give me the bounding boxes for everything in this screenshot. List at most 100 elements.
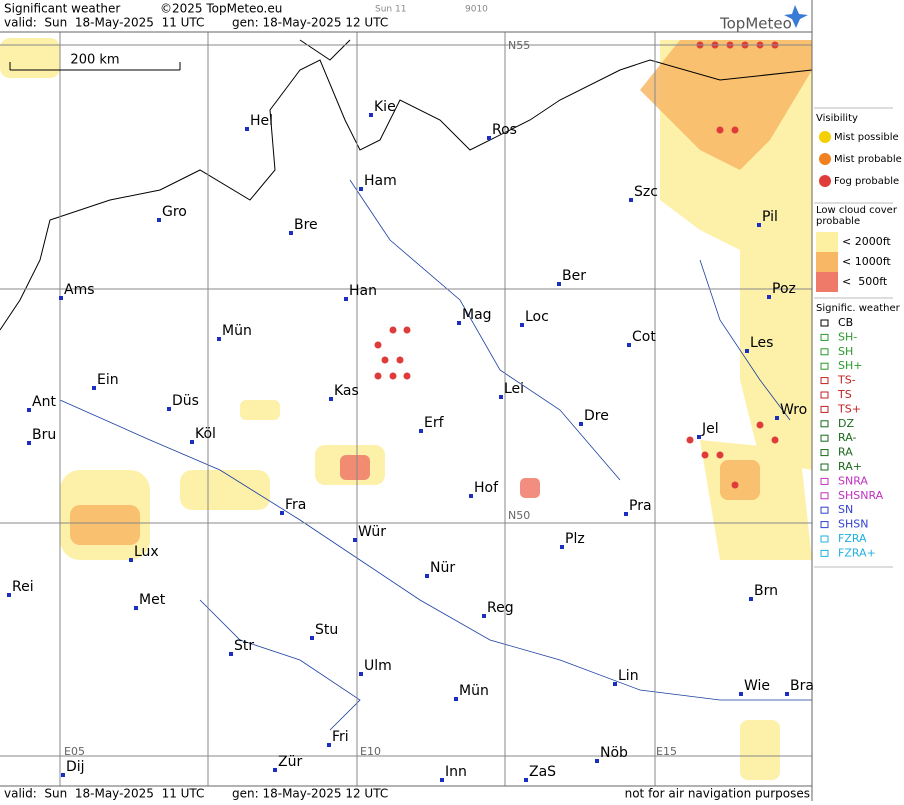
city-marker	[457, 321, 461, 325]
city-marker	[329, 397, 333, 401]
footer-valid: valid: Sun 18-May-2025 11 UTC	[4, 787, 204, 801]
city-marker	[157, 218, 161, 222]
city-label: Szc	[634, 184, 658, 200]
city-label: Jel	[701, 421, 719, 437]
legend-title: Visibility	[816, 113, 858, 124]
city-label: Fra	[285, 497, 306, 513]
code: 9010	[465, 5, 488, 15]
legend-swatch	[816, 272, 838, 292]
city-label: Kas	[334, 383, 359, 399]
city-label: Kie	[374, 99, 396, 115]
city-marker	[353, 538, 357, 542]
legend-label: < 1000ft	[842, 255, 891, 268]
legend-symbol	[820, 521, 829, 529]
legend-symbol	[820, 492, 829, 500]
title: Significant weather	[4, 2, 120, 16]
city-marker	[757, 223, 761, 227]
legend-swatch	[816, 252, 838, 272]
city-label: Düs	[172, 393, 199, 409]
city-marker	[749, 597, 753, 601]
city-label: Wro	[780, 402, 807, 418]
legend-label: TS	[837, 388, 852, 401]
legend-label: TS-	[837, 374, 856, 387]
city-label: Bru	[32, 427, 56, 443]
city-label: Ber	[562, 268, 586, 284]
city-marker	[280, 511, 284, 515]
legend-label: CB	[838, 316, 853, 329]
city-label: Inn	[445, 764, 467, 780]
city-label: Ros	[492, 122, 517, 138]
city-marker	[289, 231, 293, 235]
city-marker	[745, 349, 749, 353]
rivers	[59, 179, 812, 731]
legend-symbol	[820, 434, 829, 442]
city-marker	[229, 652, 233, 656]
city-label: Wie	[744, 678, 770, 694]
city-marker	[560, 545, 564, 549]
city-marker	[627, 343, 631, 347]
legend-symbol	[819, 131, 831, 143]
legend-title: Signific. weather	[816, 303, 901, 314]
city-marker	[440, 778, 444, 782]
scale-bar	[9, 62, 181, 71]
city-marker	[739, 692, 743, 696]
legend-label: SNRA	[838, 474, 868, 487]
city-marker	[134, 606, 138, 610]
legend-symbol	[820, 377, 829, 385]
city-marker	[785, 692, 789, 696]
legend-label: FZRA	[838, 532, 867, 545]
city-label: Köl	[195, 426, 216, 442]
legend-symbol	[820, 319, 829, 327]
legend-symbol	[820, 549, 829, 557]
legend-title: Low cloud cover probable	[816, 205, 897, 227]
legend-symbol	[819, 153, 831, 165]
city-marker	[767, 295, 771, 299]
legend-symbol	[820, 535, 829, 543]
city-label: Brn	[754, 583, 778, 599]
city-marker	[245, 127, 249, 131]
city-label: Hof	[474, 480, 499, 496]
weather-areas-dense	[70, 40, 812, 545]
city-marker	[520, 323, 524, 327]
city-label: Poz	[772, 281, 796, 297]
legend-label: RA+	[838, 460, 862, 473]
city-marker	[557, 282, 561, 286]
city-label: ZaS	[529, 764, 556, 780]
legend-symbol	[820, 420, 829, 428]
city-marker	[425, 574, 429, 578]
city-label: Mün	[459, 683, 489, 699]
city-marker	[327, 743, 331, 747]
legend-label: SH	[838, 345, 853, 358]
legend-symbol	[820, 348, 829, 356]
city-label: Lux	[134, 544, 159, 560]
legend-symbol	[820, 477, 829, 485]
city-marker	[595, 759, 599, 763]
city-label: Str	[234, 638, 254, 654]
legend-label: Fog probable	[834, 176, 899, 187]
city-marker	[217, 337, 221, 341]
city-marker	[469, 494, 473, 498]
city-marker	[454, 697, 458, 701]
city-marker	[487, 136, 491, 140]
city-label: Ein	[97, 372, 119, 388]
city-marker	[613, 682, 617, 686]
copyright: ©2025 TopMeteo.eu	[160, 2, 282, 16]
legend-label: TS+	[837, 402, 861, 415]
city-marker	[27, 441, 31, 445]
city-marker	[27, 408, 31, 412]
legend-label: < 2000ft	[842, 235, 891, 248]
city-label: Erf	[424, 415, 445, 431]
city-label: Bra	[790, 678, 814, 694]
legend-symbol	[820, 449, 829, 457]
city-label: Ham	[364, 173, 397, 189]
logo-icon	[784, 5, 808, 28]
legend-symbol	[820, 362, 829, 370]
legend-symbol	[819, 175, 831, 187]
city-label: Wür	[358, 524, 386, 540]
legend-symbol	[820, 391, 829, 399]
grid-label: E10	[360, 745, 381, 758]
logo: TopMeteo	[719, 15, 792, 33]
city-label: Plz	[565, 531, 585, 547]
legend-title-box: Low cloud cover probable	[816, 205, 897, 227]
legend-symbol	[820, 405, 829, 413]
